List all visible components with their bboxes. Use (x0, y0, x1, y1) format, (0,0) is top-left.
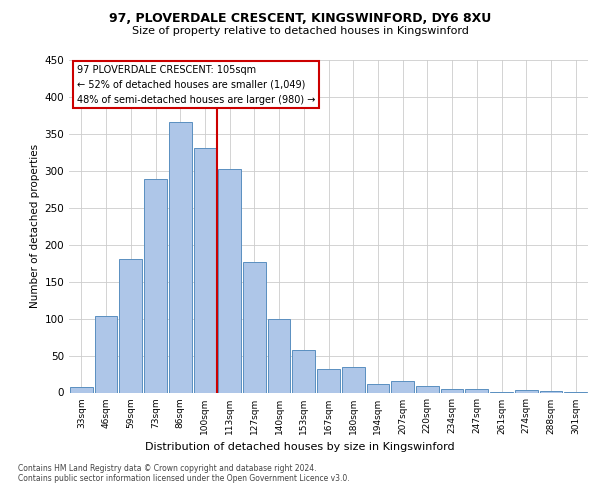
Bar (416, 386, 439, 392)
Bar (317, 369, 340, 392)
Bar (218, 168, 241, 392)
Bar (144, 179, 167, 392)
Bar (194, 148, 216, 392)
Bar (119, 259, 142, 392)
Bar (441, 389, 463, 392)
Text: Distribution of detached houses by size in Kingswinford: Distribution of detached houses by size … (145, 442, 455, 452)
Bar (367, 384, 389, 392)
Text: Contains public sector information licensed under the Open Government Licence v3: Contains public sector information licen… (18, 474, 350, 483)
Bar (292, 350, 315, 393)
Text: Contains HM Land Registry data © Crown copyright and database right 2024.: Contains HM Land Registry data © Crown c… (18, 464, 317, 473)
Bar (515, 390, 538, 392)
Text: 97, PLOVERDALE CRESCENT, KINGSWINFORD, DY6 8XU: 97, PLOVERDALE CRESCENT, KINGSWINFORD, D… (109, 12, 491, 26)
Text: Size of property relative to detached houses in Kingswinford: Size of property relative to detached ho… (131, 26, 469, 36)
Bar (70, 386, 93, 392)
Y-axis label: Number of detached properties: Number of detached properties (30, 144, 40, 308)
Bar (95, 316, 118, 392)
Bar (539, 391, 562, 392)
Bar (169, 122, 191, 392)
Bar (243, 262, 266, 392)
Bar (268, 318, 290, 392)
Text: 97 PLOVERDALE CRESCENT: 105sqm
← 52% of detached houses are smaller (1,049)
48% : 97 PLOVERDALE CRESCENT: 105sqm ← 52% of … (77, 65, 315, 104)
Bar (342, 366, 365, 392)
Bar (391, 382, 414, 392)
Bar (466, 389, 488, 392)
